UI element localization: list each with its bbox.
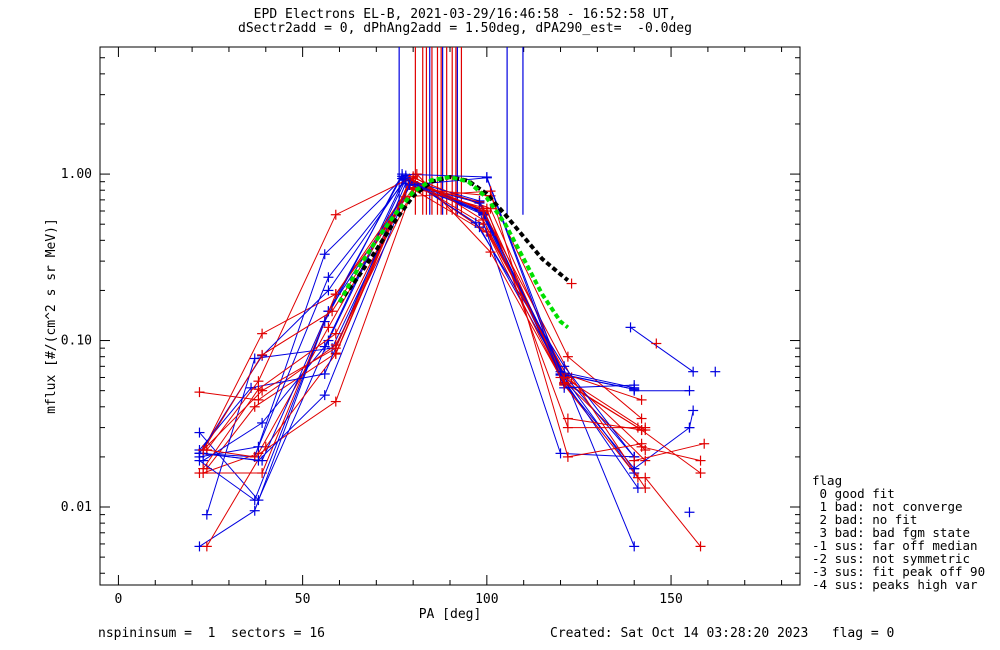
series-line-blue	[199, 177, 635, 458]
series-line-blue	[202, 174, 635, 474]
x-tick-label: 100	[475, 592, 498, 607]
footer-sector-info: nspininsum = 1 sectors = 16	[98, 626, 325, 641]
series-line-blue	[199, 173, 635, 501]
x-tick-label: 50	[295, 592, 311, 607]
series-line-red	[206, 182, 646, 547]
series-line-blue	[199, 178, 635, 458]
series-line-blue	[633, 427, 690, 470]
chart-title-line-1: EPD Electrons EL-B, 2021-03-29/16:46:58 …	[253, 7, 677, 22]
series-line-red	[202, 187, 642, 451]
legend-item-2: 2 bad: no fit	[812, 512, 918, 527]
series-line-red	[199, 188, 642, 401]
chart-title-line-2: dSectr2add = 0, dPhAng2add = 1.50deg, dP…	[238, 21, 692, 36]
legend-item-4: -1 sus: far off median	[812, 538, 978, 553]
y-axis-label: mflux [#/(cm^2 s sr MeV)]	[44, 218, 59, 414]
legend-title: flag	[812, 473, 843, 488]
series-line-red	[206, 179, 646, 469]
series-line-blue	[199, 178, 635, 502]
series-line-red	[634, 443, 705, 462]
series-line-red	[644, 477, 701, 547]
x-tick-label: 0	[115, 592, 123, 607]
series-line-red	[202, 180, 639, 451]
series-line-red	[202, 175, 646, 469]
series-line-blue	[199, 182, 635, 458]
x-axis-label: PA [deg]	[419, 607, 482, 622]
plot-frame	[99, 46, 801, 586]
y-tick-label: 0.10	[61, 334, 92, 349]
series-line-red	[567, 418, 642, 431]
series-line-blue	[199, 179, 635, 458]
flag-legend: flag 0 good fit 1 bad: not converge 2 ba…	[812, 474, 985, 591]
series-line-blue	[630, 326, 694, 373]
y-tick-label: 0.01	[61, 500, 92, 515]
legend-item-5: -2 sus: not symmetric	[812, 551, 971, 566]
legend-item-3: 3 bad: bad fgm state	[812, 525, 971, 540]
legend-item-6: -3 sus: fit peak off 90	[812, 564, 986, 579]
footer-created-info: Created: Sat Oct 14 03:28:20 2023 flag =…	[550, 626, 895, 641]
series-line-red	[203, 177, 642, 474]
y-tick-label: 1.00	[61, 167, 92, 182]
legend-item-7: -4 sus: peaks high var	[812, 577, 978, 592]
series-line-blue	[199, 175, 635, 547]
fit-curve-fit_green	[337, 174, 570, 329]
legend-item-1: 1 bad: not converge	[812, 499, 963, 514]
x-tick-label: 150	[659, 592, 682, 607]
series-line-red	[206, 178, 646, 489]
series-line-red	[206, 186, 646, 458]
series-line-red	[641, 446, 701, 462]
legend-item-0: 0 good fit	[812, 486, 895, 501]
series-line-red	[199, 181, 639, 479]
